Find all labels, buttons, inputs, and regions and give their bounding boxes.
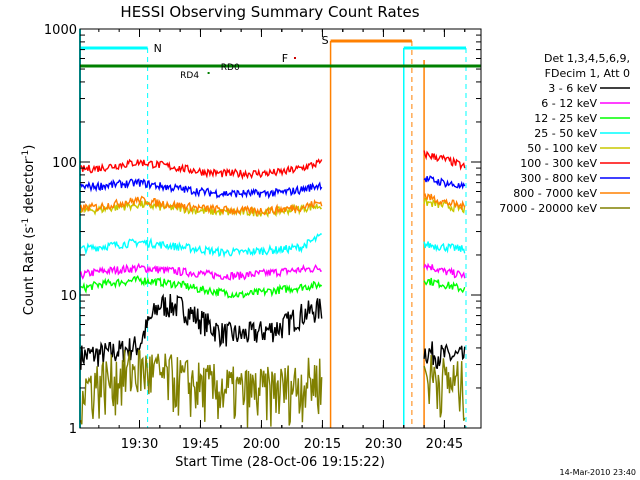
annotation-S: S: [322, 34, 329, 47]
x-axis: 19:30 19:45 20:00 20:15 20:30 20:45: [98, 29, 466, 452]
y-tick-label: 100: [52, 156, 77, 171]
footer-date: 14-Mar-2010 23:40: [560, 468, 637, 477]
y-axis: 1 10 100 1000: [44, 23, 481, 437]
y-label-part2: detector: [22, 158, 37, 218]
series-line-5-seg0: [80, 158, 323, 181]
legend-label: 3 - 6 keV: [548, 82, 597, 95]
x-tick-label: 20:15: [304, 437, 341, 452]
annotation-F: F: [282, 52, 288, 65]
series-line-6-seg1: [423, 175, 466, 190]
legend-label: 12 - 25 keV: [534, 112, 597, 125]
series-line-1-seg1: [423, 262, 466, 279]
legend-label: 800 - 7000 keV: [513, 187, 597, 200]
y-label-part1: Count Rate (s: [22, 227, 37, 316]
y-label-sup1: -1: [21, 218, 31, 227]
legend: Det 1,3,4,5,6,9, FDecim 1, Att 0 3 - 6 k…: [499, 52, 630, 215]
series-line-8-seg0: [80, 349, 323, 428]
annotation-RD4: RD4: [180, 71, 199, 81]
y-axis-label: Count Rate (s-1 detector-1): [21, 145, 37, 316]
series-line-7-seg1: [423, 193, 466, 210]
y-tick-label: 1: [69, 422, 77, 437]
y-label-sup2: -1: [21, 150, 31, 159]
series-line-2-seg1: [423, 277, 466, 294]
series-line-7-seg0: [80, 195, 323, 217]
series-layer: [80, 150, 466, 428]
y-label-part3: ): [22, 145, 37, 150]
y-tick-label: 10: [60, 289, 77, 304]
x-tick-label: 20:45: [426, 437, 463, 452]
series-line-0-seg0: [80, 293, 323, 370]
series-line-3-seg1: [423, 241, 466, 254]
plot-frame: [79, 28, 482, 429]
y-tick-label: 1000: [44, 23, 77, 38]
series-line-3-seg0: [80, 233, 322, 259]
series-line-8-seg1: [423, 354, 466, 421]
chart-title: HESSI Observing Summary Count Rates: [120, 3, 419, 21]
legend-label: 25 - 50 keV: [534, 127, 597, 140]
series-line-2-seg0: [80, 274, 323, 299]
x-tick-label: 19:45: [182, 437, 219, 452]
legend-label: 6 - 12 keV: [541, 97, 597, 110]
x-tick-label: 20:30: [365, 437, 402, 452]
legend-label: 50 - 100 keV: [527, 142, 597, 155]
legend-label: 100 - 300 keV: [520, 157, 597, 170]
legend-label: 7000 - 20000 keV: [499, 202, 597, 215]
x-tick-label: 20:00: [243, 437, 280, 452]
legend-header-line1: Det 1,3,4,5,6,9,: [544, 52, 630, 65]
series-line-5-seg1: [423, 150, 466, 171]
annotation-N: N: [154, 42, 162, 55]
annotation-RD0: RD0: [221, 63, 240, 73]
series-line-6-seg0: [80, 178, 323, 200]
x-tick-label: 19:30: [121, 437, 158, 452]
rd-marker: [207, 72, 210, 74]
series-line-1-seg0: [80, 262, 322, 281]
x-axis-label: Start Time (28-Oct-06 19:15:22): [175, 455, 385, 470]
series-line-0-seg1: [423, 341, 466, 369]
flare-marker: [293, 57, 296, 59]
legend-header-line2: FDecim 1, Att 0: [545, 67, 630, 80]
legend-label: 300 - 800 keV: [520, 172, 597, 185]
